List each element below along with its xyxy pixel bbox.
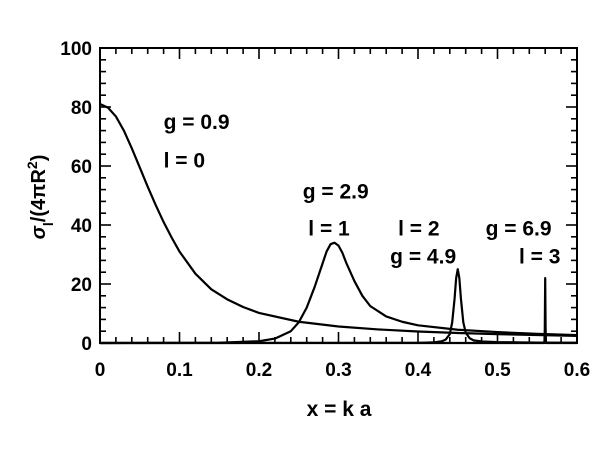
- y-tick-label: 80: [71, 98, 92, 119]
- x-tick-label: 0.4: [405, 360, 432, 381]
- x-tick-label: 0.6: [564, 360, 590, 381]
- curve-annotation: g = 2.9: [303, 180, 369, 203]
- y-axis-title: σl/(4πR2): [24, 155, 56, 240]
- x-tick-label: 0.2: [246, 360, 272, 381]
- x-tick-label: 0.3: [325, 360, 351, 381]
- x-tick-label: 0: [95, 360, 106, 381]
- curve-annotation: g = 4.9: [390, 245, 456, 268]
- curve-annotation: l = 3: [519, 245, 560, 268]
- curve-annotation: l = 2: [398, 217, 439, 240]
- series-line-1: [99, 103, 578, 338]
- y-tick-label: 40: [71, 216, 92, 237]
- x-tick-label: 0.1: [166, 360, 193, 381]
- curve-annotation: g = 0.9: [164, 111, 230, 134]
- tick-labels-group: 0 0.1 0.2 0.3 0.4 0.5 0.6 0 20 40 60 80 100: [60, 39, 590, 381]
- series-line-2: [99, 241, 578, 345]
- ticks-group: [99, 47, 578, 344]
- curve-annotation: l = 0: [164, 149, 205, 172]
- curve-annotation: l = 1: [308, 217, 350, 240]
- y-tick-label: 0: [81, 334, 92, 355]
- curve-annotation: g = 6.9: [486, 217, 552, 240]
- y-tick-label: 100: [60, 39, 92, 60]
- x-axis-title: x = k a: [307, 398, 372, 421]
- y-tick-label: 60: [71, 157, 92, 178]
- series-line-3: [99, 268, 578, 345]
- x-tick-label: 0.5: [484, 360, 511, 381]
- annotations-group: g = 0.9 l = 0 g = 2.9 l = 1 l = 2 g = 4.9 g = …: [164, 111, 561, 268]
- y-tick-label: 20: [71, 275, 92, 296]
